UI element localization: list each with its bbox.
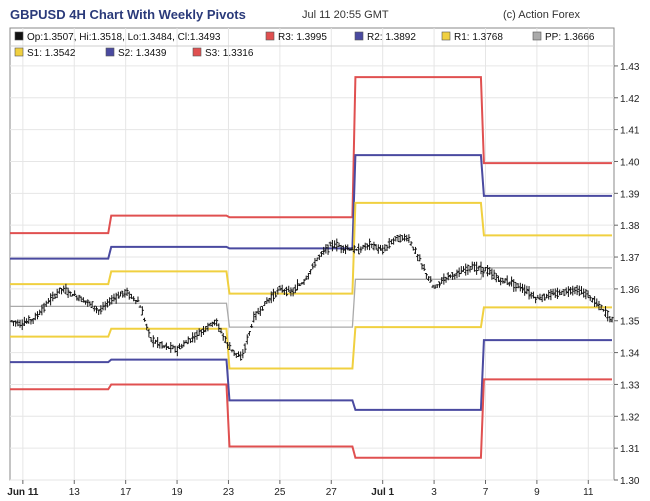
y-tick-label: 1.32 [620,412,640,423]
y-tick-label: 1.37 [620,253,640,264]
y-tick-label: 1.34 [620,349,640,360]
chart-timestamp: Jul 11 20:55 GMT [302,9,389,21]
chart-title: GBPUSD 4H Chart With Weekly Pivots [10,7,246,22]
y-tick-label: 1.42 [620,94,640,105]
x-tick-label: Jul 1 [371,487,394,498]
legend-s1-swatch [14,47,24,57]
x-tick-label: Jun 11 [7,487,39,498]
y-tick-label: 1.35 [620,317,640,328]
legend-r3-swatch [265,31,275,41]
y-tick-label: 1.33 [620,380,640,391]
price-bars [9,233,614,361]
x-tick-label: 23 [223,487,235,498]
legend-r1-swatch [441,31,451,41]
legend-ohlc-label: Op:1.3507, Hi:1.3518, Lo:1.3484, Cl:1.34… [27,32,221,43]
grid-lines [10,28,614,481]
legend-pp-swatch [532,31,542,41]
x-tick-label: 11 [583,487,594,498]
legend: Op:1.3507, Hi:1.3518, Lo:1.3484, Cl:1.34… [10,31,614,59]
legend-pp-label: PP: 1.3666 [545,32,595,43]
pivot-line-r2 [10,154,612,260]
y-tick-label: 1.39 [620,189,640,200]
y-tick-label: 1.36 [620,285,640,296]
plot-frame [9,27,615,481]
pivot-line-s3 [10,378,612,459]
pivot-line-r3 [10,76,612,235]
legend-s2-swatch [105,47,115,57]
chart-credit: (c) Action Forex [503,9,581,21]
legend-r3-label: R3: 1.3995 [278,32,327,43]
x-tick-label: 3 [431,487,437,498]
plot-area [9,27,615,481]
x-tick-label: 17 [120,487,132,498]
legend-r2-label: R2: 1.3892 [367,32,416,43]
x-tick-label: 19 [172,487,184,498]
y-tick-label: 1.30 [620,476,640,487]
y-tick-label: 1.41 [620,126,640,137]
pivot-line-s1 [10,306,612,370]
legend-r1-label: R1: 1.3768 [454,32,503,43]
y-tick-label: 1.43 [620,62,640,73]
x-tick-label: 13 [69,487,81,498]
legend-s3-label: S3: 1.3316 [205,48,254,59]
x-tick-label: 25 [274,487,286,498]
legend-r2-swatch [354,31,364,41]
y-tick-label: 1.31 [620,444,640,455]
y-tick-label: 1.38 [620,221,640,232]
legend-s1-label: S1: 1.3542 [27,48,76,59]
legend-ohlc-swatch [14,31,24,41]
legend-s3-swatch [192,47,202,57]
legend-s2-label: S2: 1.3439 [118,48,167,59]
x-tick-label: 27 [326,487,338,498]
x-tick-label: 7 [483,487,489,498]
axes: 1.30 1.31 1.32 1.33 1.34 1.35 1.36 1.37 1.38 1.39… [7,62,640,498]
x-tick-label: 9 [534,487,540,498]
pivot-line-s2 [10,339,612,411]
y-tick-label: 1.40 [620,157,640,168]
